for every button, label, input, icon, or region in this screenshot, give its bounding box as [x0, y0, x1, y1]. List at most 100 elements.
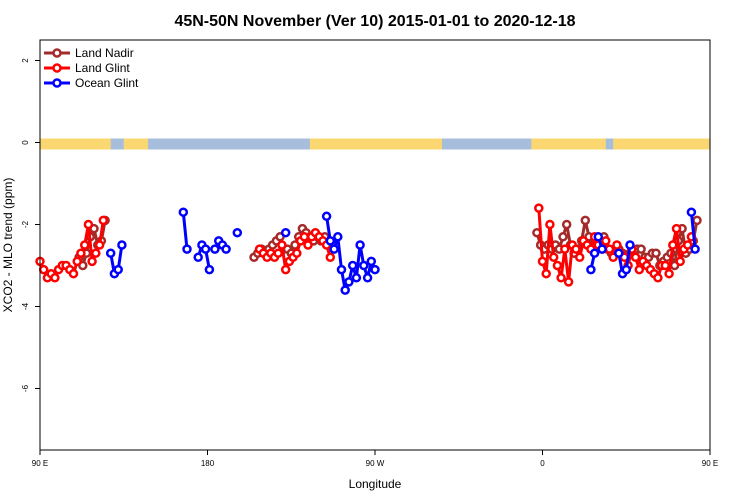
land-glint-point — [604, 244, 615, 254]
ocean-glint-point — [204, 264, 215, 275]
series-ocean-glint — [105, 207, 700, 295]
land-glint-point — [682, 240, 693, 250]
ocean-glint-point — [355, 240, 365, 250]
land-glint-point — [671, 223, 682, 234]
ocean-glint-point — [340, 285, 350, 295]
land-glint-point — [664, 268, 674, 279]
ocean-glint-point — [593, 232, 604, 242]
land-glint-point — [653, 273, 663, 283]
land-nadir-point — [636, 244, 646, 254]
land-glint-point — [299, 232, 310, 242]
ocean-glint-point — [329, 244, 339, 254]
ocean-glint-point — [178, 207, 189, 217]
ocean-glint-point — [586, 264, 596, 275]
ocean-glint-point — [344, 277, 354, 287]
ocean-glint-point — [589, 248, 600, 258]
x-tick-label: 0 — [540, 459, 545, 468]
land-glint-point — [601, 236, 611, 246]
legend-label: Land Nadir — [75, 46, 134, 60]
ocean-glint-point — [117, 240, 127, 250]
land-strip-segment — [309, 138, 442, 150]
x-tick-label: 180 — [201, 459, 215, 468]
x-tick-label: 90 E — [32, 459, 48, 468]
land-glint-point — [560, 244, 570, 254]
land-glint-point — [277, 240, 287, 250]
ocean-glint-point — [325, 236, 336, 246]
ocean-glint-point — [621, 264, 632, 275]
land-glint-point — [675, 256, 685, 267]
land-glint-point — [72, 256, 82, 267]
legend-label: Ocean Glint — [75, 76, 139, 90]
land-glint-point — [563, 277, 574, 287]
land-glint-point — [280, 264, 291, 275]
ocean-glint-point — [351, 273, 362, 283]
land-glint-point — [668, 240, 678, 250]
legend-item-land-nadir: Land Nadir — [44, 46, 134, 60]
ocean-glint-point — [359, 260, 369, 271]
land-glint-point — [545, 219, 555, 230]
ocean-glint-point — [333, 232, 343, 242]
legend-swatch-marker — [52, 48, 62, 58]
land-glint-point — [660, 260, 671, 271]
land-glint-point — [94, 240, 105, 250]
ocean-glint-line — [689, 212, 697, 250]
ocean-glint-point — [113, 264, 123, 275]
ocean-glint-point — [336, 264, 347, 275]
land-glint-point — [76, 248, 86, 258]
legend-label: Land Glint — [75, 61, 130, 75]
land-glint-point — [68, 268, 79, 279]
ocean-glint-point — [221, 244, 231, 254]
land-nadir-point — [561, 219, 572, 230]
legend-swatch-marker — [52, 63, 62, 73]
land-strip-segment — [531, 138, 606, 150]
land-nadir-point — [580, 215, 591, 226]
land-strip-segment — [613, 138, 710, 150]
y-axis-label: XCO2 - MLO trend (ppm) — [1, 178, 15, 313]
land-glint-point — [98, 215, 109, 226]
land-glint-point — [612, 240, 622, 250]
ocean-glint-point — [614, 248, 624, 258]
ocean-glint-point — [366, 256, 377, 267]
plot-marks — [35, 203, 702, 295]
land-glint-point — [571, 244, 581, 254]
land-glint-point — [303, 240, 313, 250]
ocean-glint-point — [193, 252, 203, 263]
land-glint-point — [552, 260, 563, 271]
land-glint-point — [556, 273, 566, 283]
land-nadir-point — [651, 248, 661, 258]
land-glint-point — [91, 248, 101, 258]
land-glint-point — [537, 256, 548, 267]
ocean-glint-point — [362, 273, 373, 283]
y-tick-label: -2 — [21, 220, 30, 228]
land-glint-point — [534, 203, 544, 213]
y-tick-label: -6 — [21, 384, 30, 392]
x-tick-label: 90 W — [366, 459, 385, 468]
y-tick-label: 0 — [21, 140, 30, 145]
land-nadir-point — [692, 215, 702, 226]
land-strip-segment — [123, 138, 148, 150]
legend-item-land-glint: Land Glint — [44, 61, 130, 75]
chart-title: 45N-50N November (Ver 10) 2015-01-01 to … — [174, 13, 575, 30]
y-axis: 2 0 -2 -4 -6 — [21, 58, 40, 392]
legend-swatch-marker — [52, 78, 62, 88]
ocean-glint-point — [597, 244, 607, 254]
land-glint-point — [630, 252, 641, 263]
x-tick-label: 90 E — [702, 459, 718, 468]
land-glint-point — [87, 256, 97, 267]
x-axis-label: Longitude — [349, 477, 402, 491]
ocean-glint-point — [232, 227, 243, 238]
ocean-glint-point — [321, 211, 332, 222]
ocean-glint-point — [347, 260, 358, 271]
ocean-glint-point — [200, 244, 211, 254]
land-glint-point — [292, 248, 302, 258]
ocean-glint-point — [105, 248, 116, 258]
land-sea-strip — [40, 138, 710, 150]
land-glint-point — [574, 252, 585, 263]
y-tick-label: -4 — [21, 302, 30, 310]
land-nadir-point — [558, 232, 568, 242]
land-glint-point — [548, 252, 559, 263]
land-glint-point — [634, 264, 645, 275]
ocean-glint-point — [182, 244, 192, 254]
